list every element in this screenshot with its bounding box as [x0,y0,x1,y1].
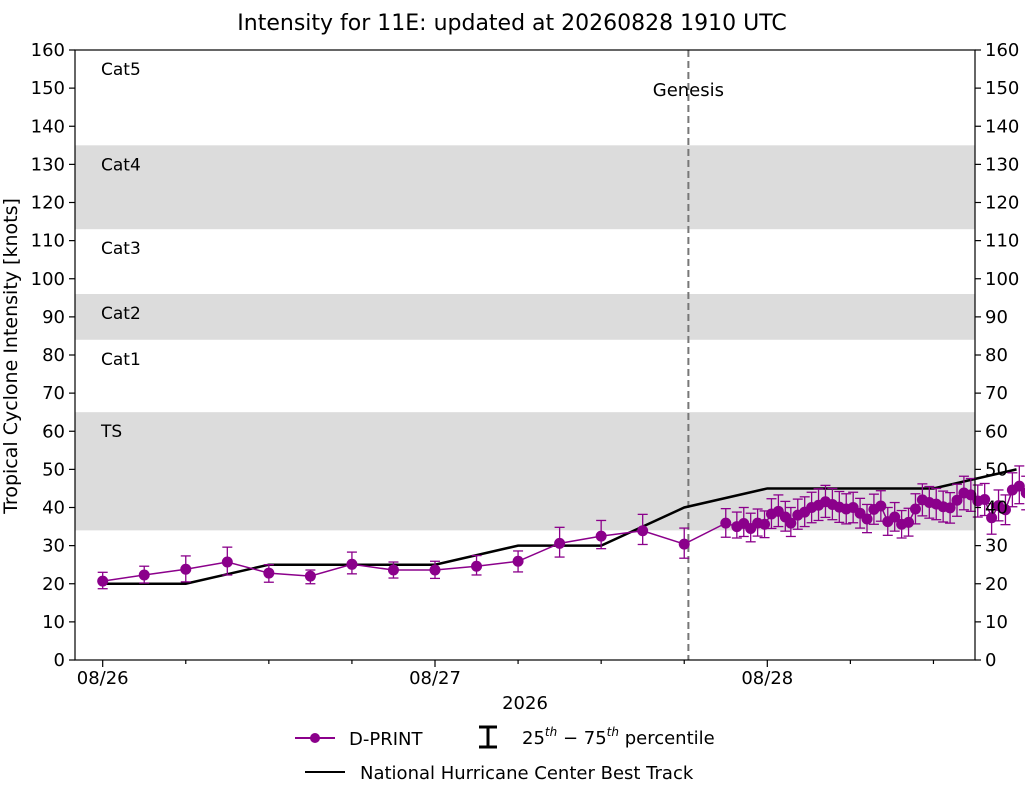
y-tick-label-right: 120 [985,193,1019,214]
y-tick-label-left: 70 [42,383,65,404]
y-tick-label-right: 130 [985,154,1019,175]
y-tick-label-right: 140 [985,116,1019,137]
y-tick-label-right: 50 [985,459,1008,480]
y-tick-label-right: 20 [985,574,1008,595]
dprint-point [1020,487,1025,499]
y-tick-label-left: 130 [31,154,65,175]
dprint-point [429,564,441,576]
legend-dprint-marker [310,733,320,743]
x-tick-label-08-28: 08/28 [741,668,793,689]
dprint-point [595,530,607,542]
dprint-point [720,517,732,529]
category-bands [75,145,975,531]
y-tick-label-right: 40 [985,498,1008,519]
dprint-point [180,563,192,575]
dprint-point [346,558,358,570]
legend-best-track-label: National Hurricane Center Best Track [360,763,694,784]
legend: D-PRINT 25th − 75th percentile National … [295,725,715,784]
y-tick-label-left: 90 [42,307,65,328]
legend-percentile-label: 25th − 75th percentile [522,725,715,749]
band-label-cat4: Cat4 [101,155,141,175]
y-tick-label-right: 90 [985,307,1008,328]
y-tick-label-right: 0 [985,650,996,671]
y-tick-label-right: 70 [985,383,1008,404]
dprint-point [861,513,873,525]
x-tick-label-08-27: 08/27 [409,668,461,689]
y-tick-label-left: 20 [42,574,65,595]
y-tick-label-left: 50 [42,459,65,480]
x-axis-label: 2026 [502,693,548,714]
dprint-point [138,569,150,581]
y-tick-label-left: 0 [54,650,65,671]
y-tick-label-left: 80 [42,345,65,366]
dprint-point [785,517,797,529]
y-tick-label-right: 150 [985,78,1019,99]
band-label-cat5: Cat5 [101,60,141,80]
y-tick-label-left: 150 [31,78,65,99]
dprint-point [951,494,963,506]
dprint-point [759,518,771,530]
y-tick-label-left: 40 [42,498,65,519]
y-tick-label-right: 60 [985,421,1008,442]
dprint-point [512,555,524,567]
y-tick-label-left: 140 [31,116,65,137]
y-tick-label-left: 100 [31,269,65,290]
band-cat2 [75,294,975,340]
band-label-cat2: Cat2 [101,304,141,324]
genesis-marker: Genesis [653,50,724,660]
dprint-point [909,503,921,515]
dprint-point [875,500,887,512]
y-tick-label-right: 10 [985,612,1008,633]
y-tick-label-right: 80 [985,345,1008,366]
dprint-point [263,567,275,579]
plot-frame [74,49,976,661]
band-ts [75,412,975,531]
y-tick-label-left: 120 [31,193,65,214]
band-label-cat1: Cat1 [101,350,141,370]
y-tick-label-right: 30 [985,536,1008,557]
dprint-point [889,511,901,523]
dprint-point [637,525,649,537]
band-label-cat3: Cat3 [101,239,141,259]
dprint-point [97,575,109,587]
x-tick-label-08-26: 08/26 [77,668,129,689]
dprint-point [1013,480,1025,492]
dprint-point [304,570,316,582]
y-tick-label-left: 60 [42,421,65,442]
y-axis-right-ticks: 0 10 20 30 40 50 60 70 80 90 100 110 120 130 140 150 160 [975,40,1019,671]
legend-dprint-label: D-PRINT [349,729,423,750]
y-tick-label-left: 30 [42,536,65,557]
legend-errorbar-icon [479,725,497,749]
y-tick-label-left: 160 [31,40,65,61]
y-tick-label-right: 160 [985,40,1019,61]
axes [74,49,976,661]
dprint-point [554,537,566,549]
dprint-series [97,465,1025,590]
dprint-point [471,560,483,572]
band-cat4 [75,145,975,230]
dprint-point [903,516,915,528]
dprint-point [221,556,233,568]
y-tick-label-left: 110 [31,231,65,252]
y-axis-label: Tropical Cyclone Intensity [knots] [0,198,22,515]
y-tick-label-left: 10 [42,612,65,633]
dprint-point [678,538,690,550]
band-label-ts: TS [100,422,122,442]
genesis-label: Genesis [653,80,724,101]
y-axis-left-ticks: 0 10 20 30 40 50 60 70 80 90 100 110 120 130 140 150 160 [31,40,75,671]
y-tick-label-right: 110 [985,231,1019,252]
x-axis-ticks: 08/26 08/27 08/28 [77,660,935,689]
category-labels: TS Cat1 Cat2 Cat3 Cat4 Cat5 [100,60,141,442]
y-tick-label-right: 100 [985,269,1019,290]
dprint-point [387,564,399,576]
chart-title: Intensity for 11E: updated at 20260828 1… [237,11,786,36]
dprint-point [979,493,991,505]
dprint-point [944,502,956,514]
